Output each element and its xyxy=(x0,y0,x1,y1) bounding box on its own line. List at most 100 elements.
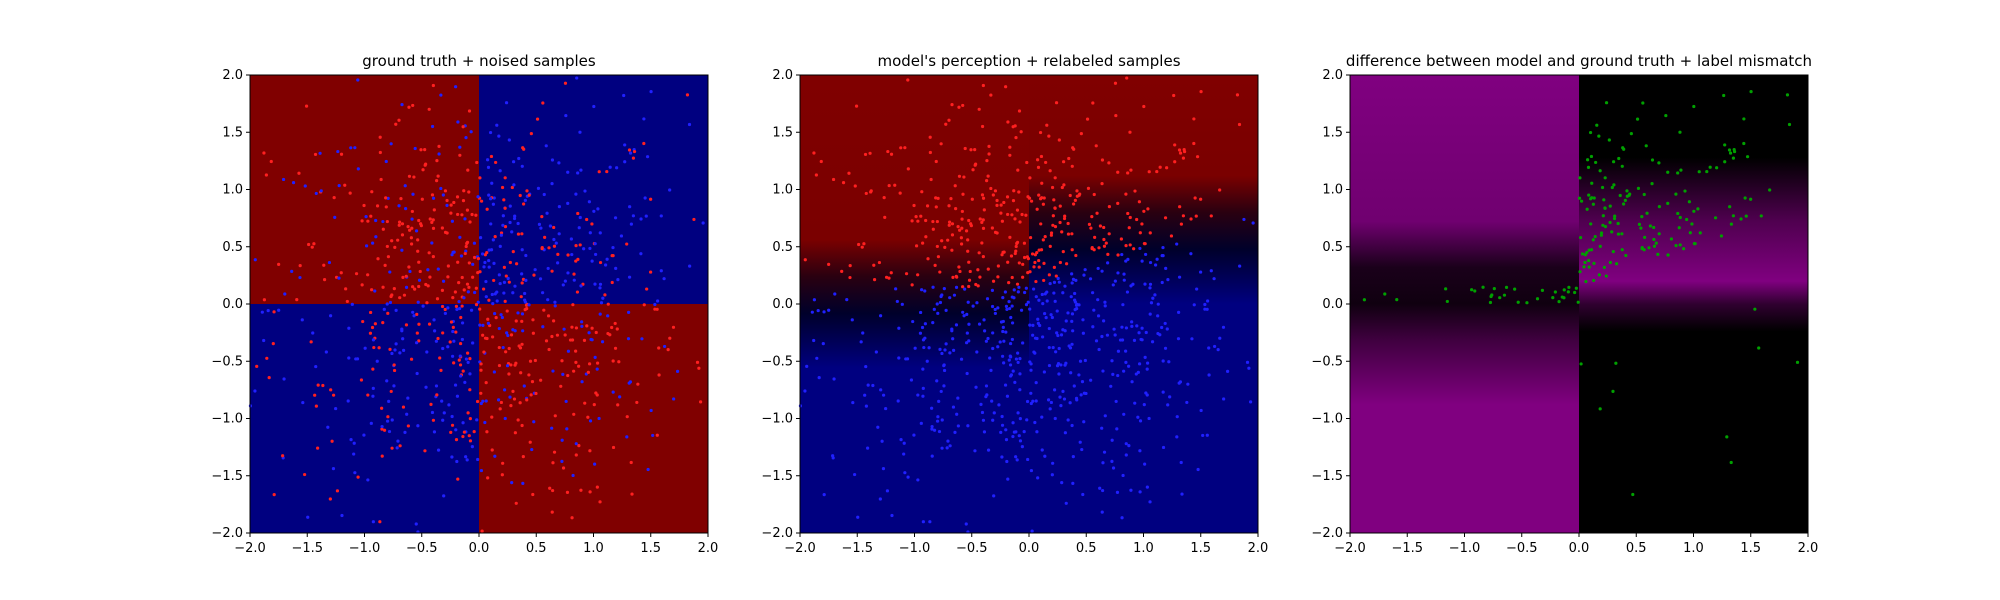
scatter-point xyxy=(277,308,281,312)
scatter-point xyxy=(1612,216,1617,221)
scatter-point xyxy=(1795,360,1800,364)
scatter-point xyxy=(380,427,384,431)
scatter-point xyxy=(363,346,367,350)
scatter-point xyxy=(1135,324,1139,328)
scatter-point xyxy=(812,298,816,302)
scatter-point xyxy=(409,242,414,246)
scatter-point xyxy=(348,191,352,195)
scatter-point xyxy=(324,350,328,354)
scatter-point xyxy=(1077,373,1081,377)
scatter-point xyxy=(1168,395,1172,399)
scatter-point xyxy=(459,254,464,258)
scatter-point xyxy=(1050,473,1054,477)
scatter-point xyxy=(486,321,490,325)
scatter-point xyxy=(465,282,470,286)
scatter-point xyxy=(399,197,403,201)
scatter-point xyxy=(570,516,574,520)
scatter-point xyxy=(345,299,349,304)
scatter-point xyxy=(817,375,821,380)
scatter-point xyxy=(944,122,948,126)
scatter-point xyxy=(949,197,953,201)
scatter-point xyxy=(1133,401,1137,405)
scatter-point xyxy=(1015,241,1019,246)
scatter-point xyxy=(417,260,421,264)
scatter-point xyxy=(371,394,375,398)
scatter-point xyxy=(921,520,925,524)
scatter-point xyxy=(1124,442,1128,446)
scatter-point xyxy=(454,428,458,432)
scatter-point xyxy=(513,284,517,288)
scatter-point xyxy=(1090,215,1094,219)
scatter-point xyxy=(260,310,264,314)
scatter-point xyxy=(1035,430,1039,434)
scatter-point xyxy=(882,196,886,200)
scatter-point xyxy=(430,410,435,415)
scatter-point xyxy=(1010,304,1014,308)
scatter-point xyxy=(590,326,594,330)
scatter-point xyxy=(1121,473,1125,478)
scatter-point xyxy=(385,419,390,423)
scatter-point xyxy=(536,186,541,190)
scatter-point xyxy=(1614,361,1618,365)
scatter-point xyxy=(1697,170,1701,174)
scatter-point xyxy=(1749,90,1753,94)
scatter-point xyxy=(943,245,947,249)
scatter-point xyxy=(1635,117,1640,121)
scatter-point xyxy=(1047,326,1051,331)
scatter-point xyxy=(1757,346,1761,350)
scatter-point xyxy=(322,278,327,282)
y-tick-label: 0.0 xyxy=(222,297,243,312)
scatter-point xyxy=(560,438,564,442)
scatter-point xyxy=(1051,461,1055,465)
scatter-point xyxy=(1251,221,1255,225)
scatter-point xyxy=(930,406,934,410)
scatter-point xyxy=(565,427,569,431)
scatter-point xyxy=(1033,336,1038,340)
scatter-point xyxy=(1221,325,1226,329)
scatter-point xyxy=(1585,207,1589,211)
scatter-point xyxy=(921,367,925,371)
scatter-point xyxy=(1116,271,1120,275)
scatter-point xyxy=(546,298,550,302)
scatter-point xyxy=(574,243,578,248)
scatter-point xyxy=(1058,260,1062,265)
scatter-point xyxy=(1163,216,1168,220)
scatter-point xyxy=(409,236,413,240)
scatter-point xyxy=(1144,330,1148,335)
scatter-point xyxy=(1069,295,1073,299)
scatter-point xyxy=(1727,148,1732,152)
scatter-point xyxy=(1011,125,1015,129)
scatter-point xyxy=(491,335,495,339)
scatter-point xyxy=(512,397,517,401)
scatter-point xyxy=(561,283,565,287)
scatter-point xyxy=(1148,312,1152,316)
scatter-point xyxy=(1070,248,1074,252)
scatter-point xyxy=(1199,270,1203,274)
scatter-point xyxy=(1024,286,1028,290)
scatter-point xyxy=(1676,171,1680,175)
scatter-point xyxy=(1731,156,1736,160)
scatter-point xyxy=(336,149,340,154)
scatter-point xyxy=(307,242,311,247)
scatter-point xyxy=(1021,341,1025,345)
scatter-point xyxy=(456,260,460,264)
scatter-point xyxy=(1144,252,1148,257)
scatter-point xyxy=(513,214,517,218)
scatter-point xyxy=(385,244,389,249)
scatter-point xyxy=(484,399,488,403)
scatter-point xyxy=(593,282,597,286)
scatter-point xyxy=(1037,265,1041,269)
scatter-point xyxy=(1001,325,1005,329)
scatter-point xyxy=(629,222,634,226)
scatter-point xyxy=(962,314,966,318)
scatter-point xyxy=(485,250,489,255)
scatter-point xyxy=(1064,501,1068,505)
scatter-point xyxy=(1061,328,1065,332)
scatter-point xyxy=(390,418,394,422)
scatter-point xyxy=(921,241,925,245)
scatter-point xyxy=(538,277,543,281)
scatter-point xyxy=(1678,130,1682,134)
scatter-point xyxy=(937,399,941,403)
scatter-point xyxy=(556,261,560,265)
scatter-point xyxy=(530,380,535,384)
